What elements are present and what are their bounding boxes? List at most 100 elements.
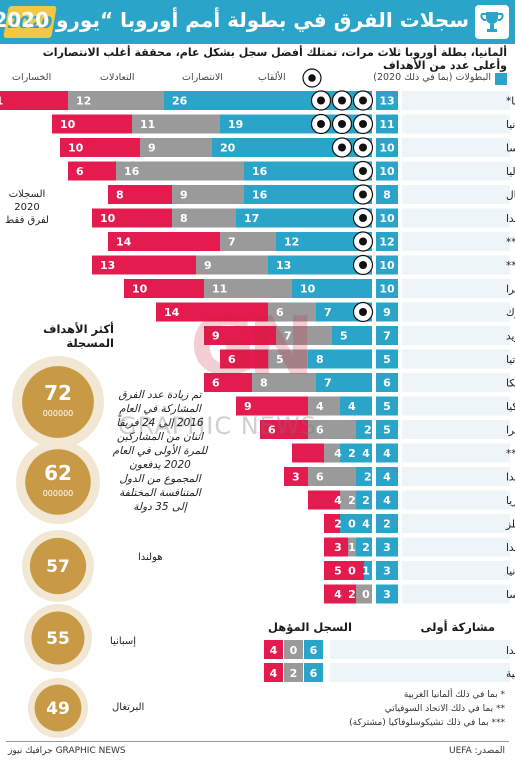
label-draws-9: 6 <box>276 306 284 319</box>
football-icon-patch <box>338 96 346 105</box>
bar-losses-20 <box>324 561 364 580</box>
bar-losses-13 <box>236 396 308 416</box>
goals-value-0: 72 <box>44 381 72 405</box>
goals-bubble-1 <box>25 449 91 515</box>
bar-wins-19 <box>356 537 372 557</box>
tournaments-box-20 <box>376 561 398 580</box>
country-bg-15 <box>402 443 510 463</box>
col-header-wins: الانتصارات <box>182 72 223 83</box>
country-bg-5 <box>402 208 510 228</box>
label-wins-16: 2 <box>364 471 372 484</box>
label-wins-3: 16 <box>252 165 268 178</box>
tournaments-value-5: 10 <box>379 212 395 225</box>
tournaments-box-2 <box>376 138 398 157</box>
footnote-2: ** بما في ذلك الاتحاد السوفياتي <box>384 704 505 714</box>
tournaments-value-15: 4 <box>383 447 391 460</box>
bar-losses-5 <box>92 208 172 228</box>
country-bg-19 <box>402 537 510 557</box>
label-draws-10: 7 <box>284 330 292 343</box>
country-bg-20 <box>402 561 510 580</box>
football-icon-patch <box>359 308 367 316</box>
bar-wins-13 <box>340 396 372 416</box>
tournaments-value-17: 4 <box>383 494 391 507</box>
bar-draws-10 <box>276 326 332 345</box>
country-label-18: ويلز <box>505 519 515 531</box>
goals-value-1: 62 <box>44 461 72 485</box>
qualified-record-title: السجل المؤهل <box>268 620 352 634</box>
country-label-11: كرواتيا <box>506 354 515 366</box>
bar-losses-19 <box>324 537 348 557</box>
country-bg-12 <box>402 373 510 392</box>
footnote-3: *** بما في ذلك تشيكوسلوفاكيا (مشتركة) <box>349 718 505 728</box>
bar-draws-19 <box>348 537 356 557</box>
tournaments-value-4: 8 <box>383 189 391 202</box>
first-country-label-0: فنلندا <box>506 645 515 657</box>
label-losses-0: 11 <box>0 95 3 108</box>
label-losses-13: 9 <box>244 400 252 413</box>
bar-draws-21 <box>356 584 372 604</box>
country-bg-18 <box>402 514 510 533</box>
goals-bubble-0 <box>22 366 94 438</box>
bar-wins-2 <box>212 138 372 157</box>
label-wins-9: 7 <box>324 306 332 319</box>
country-label-13: تركيا <box>506 401 515 413</box>
bar-losses-18 <box>324 514 340 533</box>
label-wins-17: 2 <box>362 494 370 507</box>
tournaments-box-16 <box>376 467 398 486</box>
label-draws-18: 0 <box>348 518 356 531</box>
label-losses-17: 4 <box>334 494 342 507</box>
country-label-9: الدنمارك <box>506 307 515 319</box>
label-losses-11: 6 <box>228 353 236 366</box>
label-wins-8: 10 <box>300 283 316 296</box>
bar-draws-6 <box>220 232 276 251</box>
bar-losses-3 <box>68 161 116 181</box>
label-losses-2: 10 <box>68 142 84 155</box>
bar-wins-16 <box>356 467 372 486</box>
footer-divider <box>6 741 509 742</box>
country-bg-2 <box>402 138 510 157</box>
col-header-tournaments: البطولات (بما في ذلك 2020) <box>373 72 491 83</box>
label-wins-4: 16 <box>252 189 268 202</box>
label-losses-3: 6 <box>76 165 84 178</box>
football-icon-patch <box>338 143 346 152</box>
label-wins-13: 4 <box>348 400 356 413</box>
label-draws-11: 5 <box>276 353 284 366</box>
tournaments-box-10 <box>376 326 398 345</box>
tournaments-box-1 <box>376 114 398 134</box>
label-wins-10: 5 <box>340 330 348 343</box>
country-label-21: النمسا <box>506 589 515 601</box>
tournaments-box-9 <box>376 302 398 322</box>
tournaments-value-19: 3 <box>383 541 391 554</box>
label-draws-15: 2 <box>348 447 356 460</box>
label-wins-6: 12 <box>284 236 299 249</box>
bar-losses-1 <box>52 114 132 134</box>
bar-losses-4 <box>108 185 172 204</box>
country-label-1: إسبانيا <box>506 119 515 131</box>
football-icon-patch <box>359 143 367 152</box>
tournaments-box-11 <box>376 349 398 369</box>
tournaments-box-8 <box>376 279 398 298</box>
bar-losses-17 <box>308 490 340 510</box>
bubble-label-3: هولندا <box>138 552 163 563</box>
bar-losses-15 <box>292 443 324 463</box>
country-bg-0 <box>402 91 510 110</box>
bar-wins-18 <box>340 514 372 533</box>
label-draws-16: 6 <box>316 471 324 484</box>
country-bg-7 <box>402 255 510 275</box>
label-draws-2: 9 <box>148 142 156 155</box>
label-draws-12: 8 <box>260 377 268 390</box>
bar-wins-12 <box>316 373 372 392</box>
label-wins-15: 4 <box>362 447 370 460</box>
footnote-1: * بما في ذلك ألمانيا الغربية <box>403 690 505 700</box>
football-icon-patch <box>338 120 346 128</box>
tournaments-value-9: 9 <box>383 306 391 319</box>
bar-wins-11 <box>308 349 372 369</box>
bar-wins-17 <box>356 490 372 510</box>
bar-wins-5 <box>236 208 372 228</box>
first-draws-box-0 <box>284 640 303 659</box>
label-draws-13: 4 <box>316 400 324 413</box>
label-draws-3: 16 <box>124 165 140 178</box>
tournaments-value-21: 3 <box>383 588 391 601</box>
label-losses-1: 10 <box>60 118 76 131</box>
tournaments-value-2: 10 <box>379 142 395 155</box>
